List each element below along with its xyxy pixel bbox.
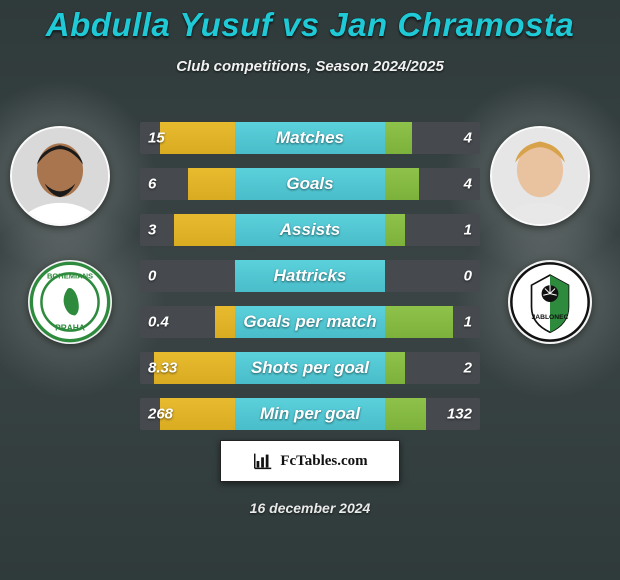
comparison-rows: Matches 15 4 Goals 6 4 Assists 3 1 Hattricks 0 0 Goa… <box>140 122 480 444</box>
stat-value-player1: 15 <box>148 130 165 147</box>
stat-value-player2: 0 <box>464 268 472 285</box>
stat-value-player1: 0.4 <box>148 314 169 331</box>
stat-value-player2: 4 <box>464 130 472 147</box>
stat-label: Goals <box>286 174 333 194</box>
stat-row: Goals per match 0.4 1 <box>140 306 480 338</box>
svg-text:JABLONEC: JABLONEC <box>532 314 569 321</box>
source-badge: FcTables.com <box>220 440 400 482</box>
player2-avatar <box>490 126 590 226</box>
page-subtitle: Club competitions, Season 2024/2025 <box>0 58 620 75</box>
chart-icon <box>252 450 274 472</box>
stat-value-player1: 268 <box>148 406 173 423</box>
stat-label: Shots per goal <box>251 358 369 378</box>
source-label: FcTables.com <box>280 453 367 470</box>
player1-club-badge: PRAHA BOHEMIANS <box>28 260 112 344</box>
stat-row: Shots per goal 8.33 2 <box>140 352 480 384</box>
footer-date: 16 december 2024 <box>250 500 371 516</box>
stat-value-player1: 3 <box>148 222 156 239</box>
player1-avatar <box>10 126 110 226</box>
svg-text:BOHEMIANS: BOHEMIANS <box>47 271 93 280</box>
stat-value-player2: 2 <box>464 360 472 377</box>
stat-label: Assists <box>280 220 340 240</box>
stat-label: Hattricks <box>274 266 347 286</box>
stat-label: Min per goal <box>260 404 360 424</box>
stat-row: Goals 6 4 <box>140 168 480 200</box>
stat-value-player2: 4 <box>464 176 472 193</box>
stat-value-player2: 1 <box>464 222 472 239</box>
club1-label: PRAHA <box>55 323 85 333</box>
page-title: Abdulla Yusuf vs Jan Chramosta <box>0 0 620 44</box>
stat-label: Matches <box>276 128 344 148</box>
stat-value-player1: 0 <box>148 268 156 285</box>
stat-row: Matches 15 4 <box>140 122 480 154</box>
stat-value-player2: 1 <box>464 314 472 331</box>
player2-club-badge: JABLONEC <box>508 260 592 344</box>
stat-label: Goals per match <box>243 312 376 332</box>
stat-row: Assists 3 1 <box>140 214 480 246</box>
stat-value-player2: 132 <box>447 406 472 423</box>
stat-row: Hattricks 0 0 <box>140 260 480 292</box>
stat-row: Min per goal 268 132 <box>140 398 480 430</box>
stat-value-player1: 8.33 <box>148 360 177 377</box>
stat-value-player1: 6 <box>148 176 156 193</box>
